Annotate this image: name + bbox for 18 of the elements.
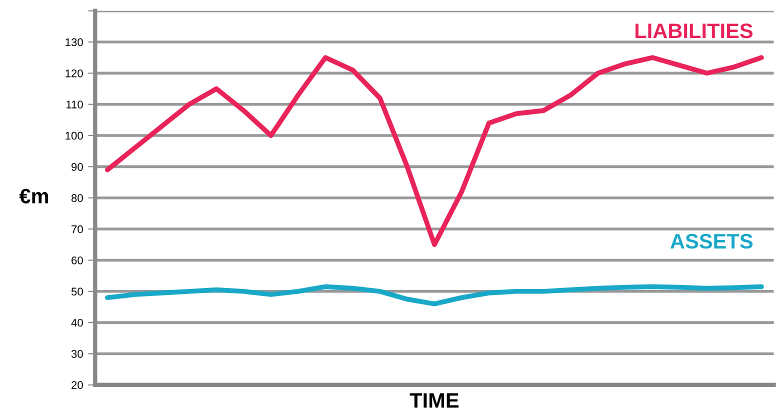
line-series [104,55,764,248]
y-tick-label: 90 [72,162,83,171]
y-tick-label: 30 [71,350,83,358]
y-tick-label: 50 [71,288,83,296]
y-axis-title: €m [19,188,48,204]
x-axis-title: TIME [410,393,459,408]
y-tick-label: 20 [72,381,83,390]
y-tick-label: 120 [66,69,83,78]
line-series [104,284,764,306]
y-tick-label: 110 [66,100,83,108]
y-tick-label: 70 [72,225,83,234]
y-tick-label: 100 [66,132,83,140]
series-label: ASSETS [670,234,753,249]
y-tick-label: 40 [71,318,83,327]
y-tick-label: 60 [72,256,83,264]
series-label: LIABILITIES [636,24,753,38]
y-tick-label: 130 [66,38,83,46]
y-tick-label: 80 [71,194,83,202]
